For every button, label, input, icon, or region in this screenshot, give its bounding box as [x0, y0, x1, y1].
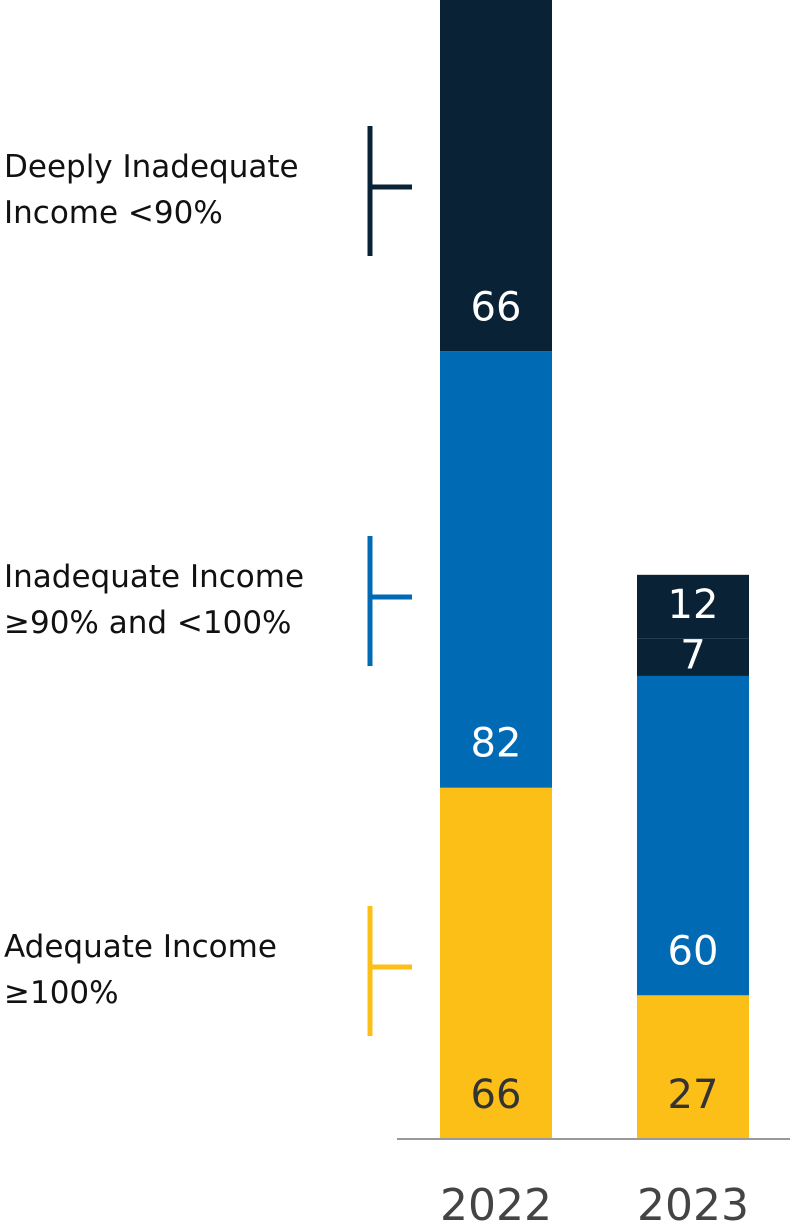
bar-segment	[440, 351, 552, 788]
data-label: 60	[668, 928, 719, 974]
bar-segment	[440, 787, 552, 1139]
bar-segment	[637, 574, 749, 639]
legend-label: Adequate Income ≥100%	[4, 929, 277, 1011]
x-tick-label: 2022	[440, 1180, 552, 1231]
bar-segment	[637, 995, 749, 1139]
data-label: 12	[668, 582, 719, 628]
legend-label: Deeply Inadequate Income <90%	[4, 149, 299, 231]
data-label: 82	[471, 721, 522, 767]
data-label: 66	[471, 284, 522, 330]
bar-segment	[637, 638, 749, 676]
data-label: 7	[680, 632, 705, 678]
x-tick-label: 2023	[637, 1180, 749, 1231]
bar-segment	[440, 0, 552, 352]
data-label: 66	[471, 1072, 522, 1118]
bar-segment	[637, 675, 749, 996]
legend-label: Inadequate Income ≥90% and <100%	[4, 559, 305, 641]
data-label: 27	[668, 1072, 719, 1118]
